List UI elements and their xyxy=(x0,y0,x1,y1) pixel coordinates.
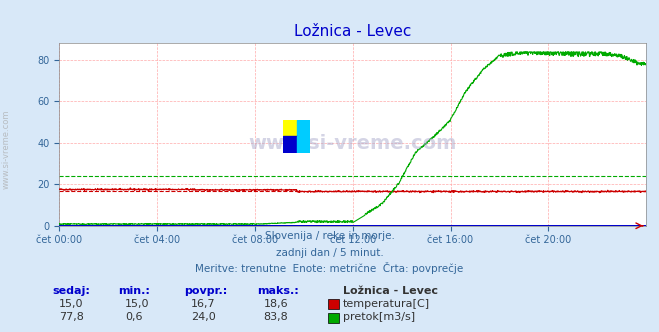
Text: 15,0: 15,0 xyxy=(125,299,150,309)
Text: Ložnica - Levec: Ložnica - Levec xyxy=(343,286,438,296)
Text: 16,7: 16,7 xyxy=(191,299,215,309)
Title: Ložnica - Levec: Ložnica - Levec xyxy=(294,24,411,39)
Text: Meritve: trenutne  Enote: metrične  Črta: povprečje: Meritve: trenutne Enote: metrične Črta: … xyxy=(195,262,464,274)
Text: 24,0: 24,0 xyxy=(191,312,216,322)
Text: min.:: min.: xyxy=(119,286,150,296)
Text: temperatura[C]: temperatura[C] xyxy=(343,299,430,309)
Text: 77,8: 77,8 xyxy=(59,312,84,322)
Bar xyxy=(283,136,297,153)
Text: www.si-vreme.com: www.si-vreme.com xyxy=(248,134,457,153)
Text: Slovenija / reke in morje.: Slovenija / reke in morje. xyxy=(264,231,395,241)
Text: 0,6: 0,6 xyxy=(125,312,143,322)
Text: maks.:: maks.: xyxy=(257,286,299,296)
Text: pretok[m3/s]: pretok[m3/s] xyxy=(343,312,415,322)
Text: www.si-vreme.com: www.si-vreme.com xyxy=(2,110,11,189)
Bar xyxy=(297,136,310,153)
Text: sedaj:: sedaj: xyxy=(53,286,90,296)
Text: 83,8: 83,8 xyxy=(264,312,289,322)
Text: 18,6: 18,6 xyxy=(264,299,288,309)
Bar xyxy=(283,120,297,136)
Bar xyxy=(297,120,310,136)
Text: 15,0: 15,0 xyxy=(59,299,84,309)
Text: zadnji dan / 5 minut.: zadnji dan / 5 minut. xyxy=(275,248,384,258)
Text: povpr.:: povpr.: xyxy=(185,286,228,296)
